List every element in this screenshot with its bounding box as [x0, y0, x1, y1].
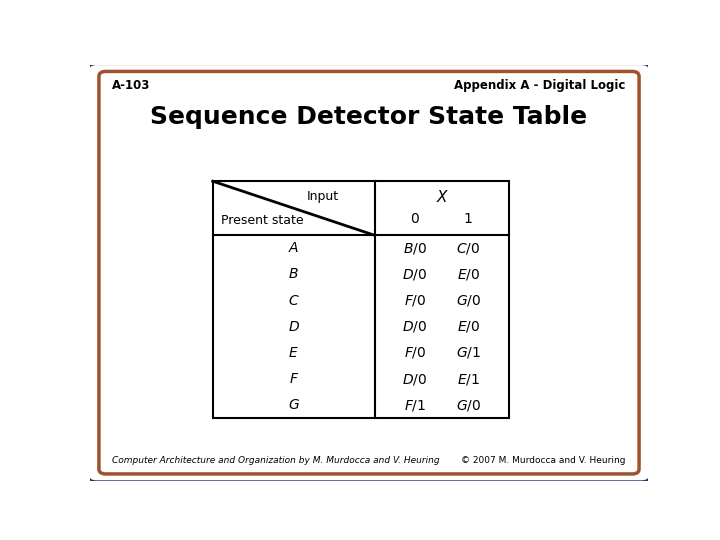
Text: 1: 1: [464, 212, 473, 226]
Text: $F/0$: $F/0$: [403, 346, 426, 360]
Text: $D/0$: $D/0$: [402, 372, 428, 387]
FancyBboxPatch shape: [86, 62, 652, 483]
Text: $G$: $G$: [287, 398, 300, 412]
Text: $G/0$: $G/0$: [456, 397, 481, 413]
Text: $B/0$: $B/0$: [402, 241, 427, 256]
Text: $F$: $F$: [289, 372, 299, 386]
Text: $F/1$: $F/1$: [404, 397, 426, 413]
Text: Appendix A - Digital Logic: Appendix A - Digital Logic: [454, 79, 626, 92]
Text: $D$: $D$: [288, 320, 300, 334]
Text: © 2007 M. Murdocca and V. Heuring: © 2007 M. Murdocca and V. Heuring: [462, 456, 626, 465]
Bar: [213, 181, 508, 418]
Text: Input: Input: [307, 191, 339, 204]
Text: A-103: A-103: [112, 79, 150, 92]
Text: X: X: [436, 190, 447, 205]
Text: $E/0$: $E/0$: [456, 267, 480, 282]
Text: $C$: $C$: [288, 294, 300, 308]
Text: $D/0$: $D/0$: [402, 267, 428, 282]
Text: $B$: $B$: [288, 267, 299, 281]
Text: 0: 0: [410, 212, 419, 226]
Text: $D/0$: $D/0$: [402, 319, 428, 334]
Text: $A$: $A$: [288, 241, 300, 255]
Text: $E/1$: $E/1$: [456, 372, 480, 387]
Text: Present state: Present state: [221, 214, 304, 227]
Text: Sequence Detector State Table: Sequence Detector State Table: [150, 105, 588, 129]
Text: $G/0$: $G/0$: [456, 293, 481, 308]
Text: $E$: $E$: [288, 346, 299, 360]
Text: $C/0$: $C/0$: [456, 241, 480, 256]
Text: $G/1$: $G/1$: [456, 346, 481, 360]
Text: $E/0$: $E/0$: [456, 319, 480, 334]
Text: $F/0$: $F/0$: [403, 293, 426, 308]
Text: Computer Architecture and Organization by M. Murdocca and V. Heuring: Computer Architecture and Organization b…: [112, 456, 440, 465]
